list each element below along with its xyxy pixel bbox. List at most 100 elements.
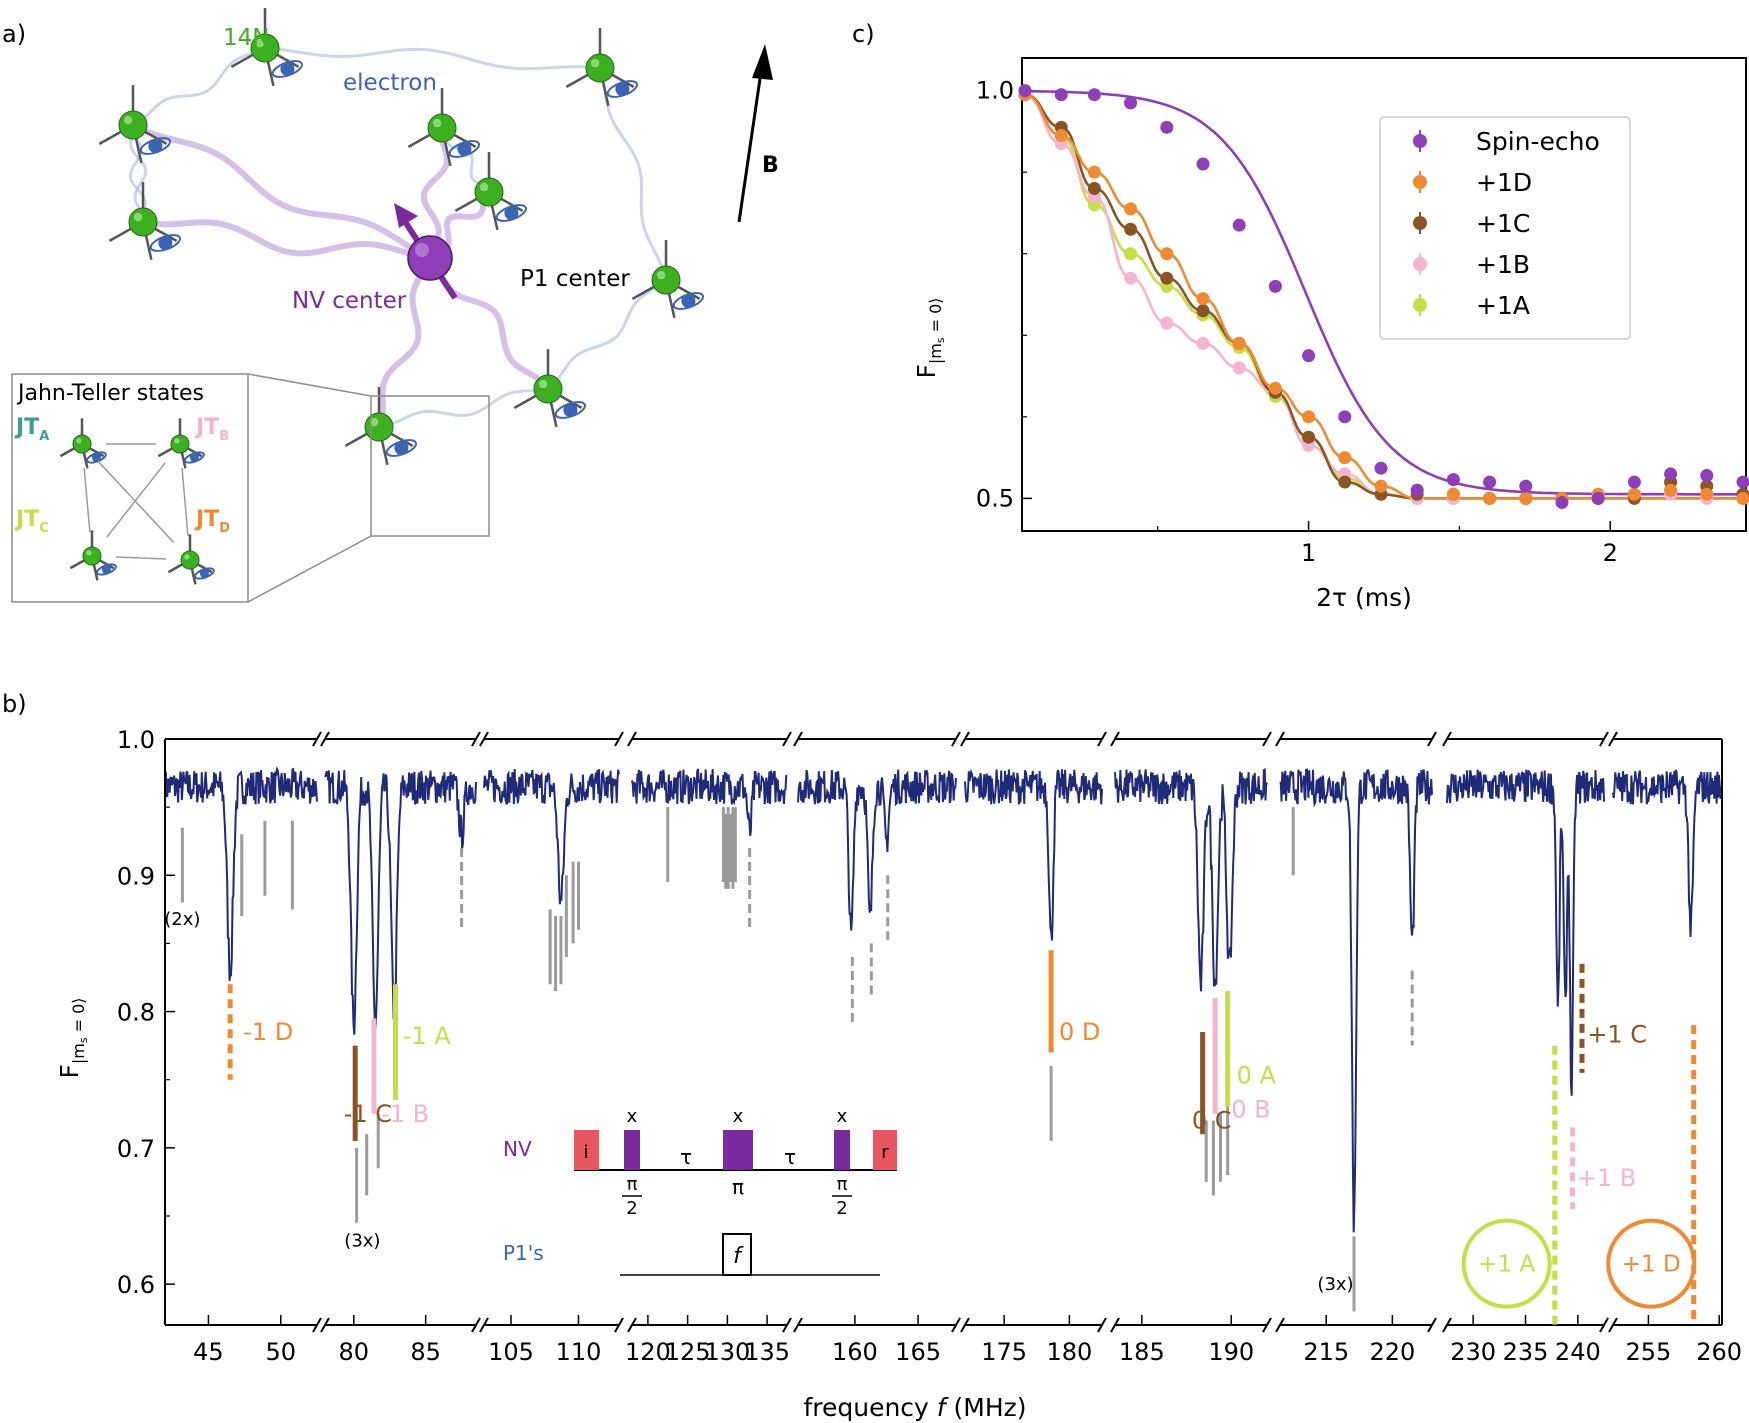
axis-break (614, 1317, 624, 1333)
axis-break (782, 731, 792, 747)
nv-spin-arrow-icon (394, 203, 418, 228)
x-tick-label: 230 (1450, 1338, 1496, 1366)
axis-break (793, 731, 803, 747)
x-tick-label: 130 (704, 1338, 750, 1366)
data-point-Spin-echo (1555, 495, 1569, 509)
pi-label: π (732, 1175, 744, 1199)
pulse-sequence-inset: NV P1's i r x π 2 x π x π 2 τ τ f (503, 1106, 897, 1276)
p1-center (454, 152, 528, 231)
data-point-Spin-echo (1410, 483, 1424, 497)
axis-break (1599, 1317, 1609, 1333)
data-point-+1C (1160, 271, 1174, 285)
label-p1-line: P1's (503, 1241, 544, 1265)
nitrogen-highlight (184, 554, 190, 560)
x-tick-label: 175 (981, 1338, 1027, 1366)
x-tick-label: 105 (488, 1338, 534, 1366)
data-point-Spin-echo (1700, 469, 1714, 483)
data-point-+1D (1124, 202, 1138, 216)
p1-p1-coupling (128, 123, 147, 224)
nitrogen-highlight (255, 38, 265, 48)
axis-break (951, 731, 961, 747)
x-tick-label: 45 (193, 1338, 224, 1366)
nitrogen-atom-icon (585, 53, 615, 83)
y-tick-label: 1.0 (976, 77, 1014, 105)
nitrogen-highlight (76, 438, 82, 444)
plot-frame (1021, 57, 1747, 532)
data-point-+1D (1374, 479, 1388, 493)
legend-label: Spin-echo (1476, 127, 1600, 156)
x-tick-label: 240 (1555, 1338, 1601, 1366)
x-tick-label: 185 (1119, 1338, 1165, 1366)
nitrogen-atom-icon (82, 546, 102, 566)
nitrogen-atom-icon (128, 207, 158, 237)
axis-break (1608, 731, 1618, 747)
data-point-Spin-echo (1302, 349, 1316, 363)
legend-marker-+1A (1413, 298, 1427, 312)
axis-break (320, 731, 330, 747)
jahn-teller-inset (11, 373, 249, 603)
data-point-Spin-echo (1087, 88, 1101, 102)
transition-label: -1 A (403, 1022, 452, 1050)
p1-pulse (722, 1233, 752, 1276)
transition-label: 0 A (1237, 1062, 1277, 1090)
panel-a-diagram: 14N electron NV center P1 center B Jahn-… (11, 8, 779, 603)
electron-spin-icon (681, 294, 696, 308)
legend-box (1379, 116, 1631, 340)
p1-centers (98, 8, 705, 466)
data-point-+1B (1196, 336, 1210, 350)
x-tick-label: 125 (665, 1338, 711, 1366)
panel-c-chart: 1 2 0.5 1.0 2τ (ms) F|ms = 0⟩ Spin-echo +1D +1C +… (912, 57, 1749, 612)
label-b-field: B (762, 153, 779, 178)
transition-label: 0 B (1231, 1096, 1270, 1124)
axis-break (1442, 1317, 1452, 1333)
mw-pulse (834, 1130, 850, 1170)
readout-pulse (873, 1130, 897, 1170)
jt-transition-arrow (83, 467, 91, 533)
axis-break (1262, 1317, 1272, 1333)
axis-break (782, 1317, 792, 1333)
spectrum-trace (1114, 767, 1268, 992)
x-axis-label: 2τ (ms) (1316, 583, 1412, 612)
data-point-+1D (1338, 451, 1352, 465)
pi-half-den: 2 (836, 1198, 847, 1219)
nitrogen-highlight (133, 212, 143, 222)
pulse-phase-label: x (627, 1106, 638, 1127)
spectrum-trace (631, 768, 788, 837)
spectrum-trace (1446, 769, 1605, 1096)
p1-p1-coupling (263, 46, 602, 71)
data-point-Spin-echo (1736, 475, 1749, 489)
mw-pulse (723, 1130, 753, 1170)
y-axis-label: F|ms = 0⟩ (912, 297, 947, 378)
data-point-+1D (1054, 128, 1068, 142)
data-point-Spin-echo (1054, 88, 1068, 102)
data-point-+1B (1124, 271, 1138, 285)
x-tick-label: 50 (266, 1338, 297, 1366)
data-point-Spin-echo (1232, 218, 1246, 232)
nitrogen-highlight (538, 379, 548, 389)
circled-transition (1606, 1218, 1697, 1309)
p1-center (565, 28, 639, 107)
p1-center (344, 387, 418, 466)
p1-center (407, 88, 481, 167)
p1-center (59, 418, 107, 469)
pulse-phase-label: x (837, 1106, 848, 1127)
electron-spin-icon (457, 142, 472, 156)
axis-break (1275, 731, 1285, 747)
readout-label: r (881, 1142, 889, 1163)
spectrum-trace (324, 770, 477, 1035)
x-axis-label: frequency f (MHz) (803, 1393, 1026, 1422)
mw-pulse (624, 1130, 640, 1170)
axis-break (1608, 1317, 1618, 1333)
electron-spin-icon (189, 453, 199, 462)
axis-break (1442, 731, 1452, 747)
data-point-+1D (1196, 292, 1210, 306)
p1-center (157, 418, 205, 469)
p1-center (230, 8, 304, 87)
multiplicity-label: (3x) (344, 1231, 380, 1252)
electron-spin-icon (101, 565, 111, 574)
axis-break (1275, 1317, 1285, 1333)
zoom-box (370, 395, 490, 537)
circled-transition-label: +1 A (1478, 1252, 1535, 1278)
axis-break (627, 1317, 637, 1333)
